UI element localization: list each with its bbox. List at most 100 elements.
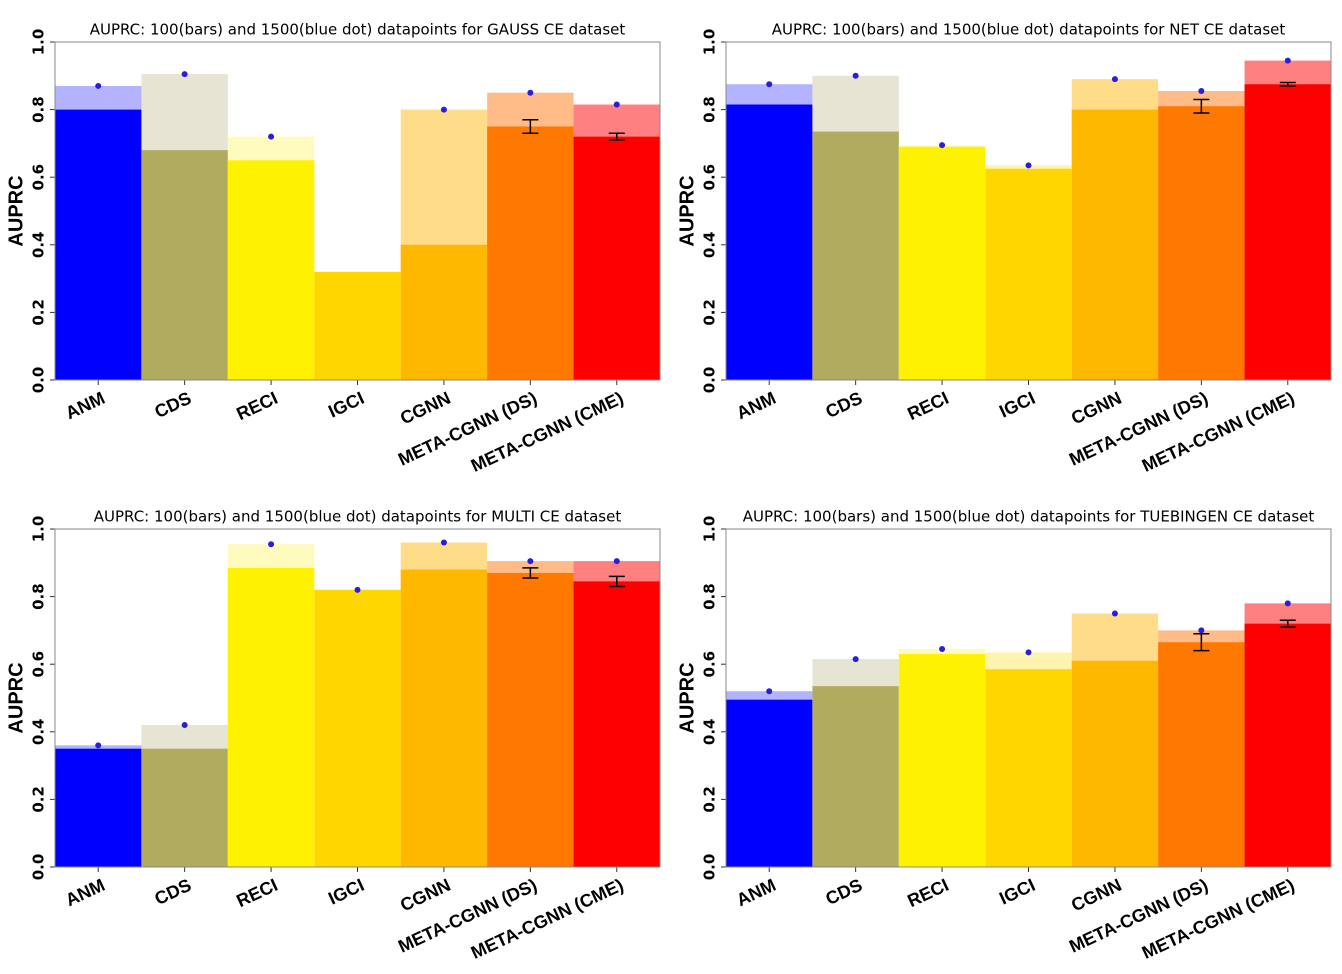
error-bar <box>1193 98 1210 114</box>
y-tick-label: 1.0 <box>30 29 48 56</box>
dot-1500 <box>181 71 188 78</box>
x-tick-label: IGCI <box>996 875 1038 909</box>
dot-1500 <box>1198 627 1205 634</box>
y-tick-label: 0.4 <box>701 719 719 746</box>
dot-1500 <box>939 645 946 652</box>
y-tick-label: 1.0 <box>30 516 48 543</box>
x-tick-label: IGCI <box>325 388 367 422</box>
y-axis-label: AUPRC <box>676 662 698 733</box>
dot-1500 <box>852 656 859 663</box>
y-tick-label: 0.6 <box>701 164 719 191</box>
x-tick-label: RECI <box>904 388 951 424</box>
bar-100 <box>898 654 986 867</box>
bar-100 <box>985 168 1072 380</box>
chart-panel: AUPRC: 100(bars) and 1500(blue dot) data… <box>676 21 1332 476</box>
dot-1500 <box>95 742 102 749</box>
bar-100 <box>1071 109 1159 380</box>
dot-1500 <box>1111 610 1118 617</box>
x-tick-label: RECI <box>904 875 951 911</box>
chart-panel: AUPRC: 100(bars) and 1500(blue dot) data… <box>676 508 1332 963</box>
dot-1500 <box>1025 162 1032 169</box>
y-axis-label: AUPRC <box>5 175 27 246</box>
x-tick-label: CDS <box>822 875 865 909</box>
y-tick-label: 0.4 <box>701 232 719 259</box>
bar-100 <box>487 126 574 380</box>
error-bar <box>522 118 539 135</box>
bar-100 <box>812 686 899 867</box>
dot-1500 <box>95 82 102 89</box>
bar-100 <box>726 104 813 380</box>
bar-100 <box>1244 623 1331 867</box>
x-tick-label: CGNN <box>397 388 453 429</box>
dot-1500 <box>268 541 275 548</box>
y-tick-label: 0.0 <box>30 367 48 394</box>
y-tick-label: 0.2 <box>30 786 48 813</box>
bar-100 <box>314 589 401 867</box>
bar-100 <box>227 567 315 867</box>
y-axis-label: AUPRC <box>676 175 698 246</box>
x-tick-label: CGNN <box>1068 875 1124 916</box>
chart-title: AUPRC: 100(bars) and 1500(blue dot) data… <box>94 508 622 526</box>
x-tick-label: IGCI <box>996 388 1038 422</box>
bar-100 <box>487 572 574 867</box>
bar-100 <box>1071 660 1159 867</box>
bar-100 <box>1244 84 1331 380</box>
x-tick-label: ANM <box>62 388 108 423</box>
error-bar <box>522 567 539 579</box>
bar-100 <box>726 699 813 867</box>
x-tick-label: ANM <box>733 875 779 910</box>
x-tick-label: META-CGNN (CME) <box>468 875 627 963</box>
x-tick-label: CGNN <box>1068 388 1124 429</box>
bar-100 <box>1158 642 1245 867</box>
x-tick-label: CDS <box>151 875 194 909</box>
dot-1500 <box>440 539 447 546</box>
dot-1500 <box>440 106 447 113</box>
dot-1500 <box>354 586 361 593</box>
bar-100 <box>141 150 228 380</box>
x-tick-label: META-CGNN (CME) <box>1139 388 1298 476</box>
bar-100 <box>55 748 142 867</box>
dot-1500 <box>613 558 620 565</box>
dot-1500 <box>181 722 188 729</box>
y-tick-label: 0.8 <box>701 96 719 123</box>
y-tick-label: 0.8 <box>701 583 719 610</box>
bar-100 <box>55 109 142 380</box>
x-tick-label: IGCI <box>325 875 367 909</box>
dot-1500 <box>613 101 620 108</box>
y-tick-label: 0.0 <box>701 367 719 394</box>
y-tick-label: 1.0 <box>701 516 719 543</box>
plot-frame <box>54 41 661 381</box>
y-tick-label: 0.6 <box>30 651 48 678</box>
bar-100 <box>812 131 899 380</box>
bar-100 <box>141 748 228 867</box>
error-bar <box>1193 633 1210 652</box>
y-tick-label: 0.0 <box>30 854 48 881</box>
y-tick-label: 1.0 <box>701 29 719 56</box>
bar-100 <box>573 136 660 380</box>
x-tick-label: ANM <box>733 388 779 423</box>
bar-100 <box>227 160 315 380</box>
chart-panel: AUPRC: 100(bars) and 1500(blue dot) data… <box>5 21 661 476</box>
dot-1500 <box>766 688 773 695</box>
error-bar <box>1279 81 1296 87</box>
y-tick-label: 0.2 <box>30 299 48 326</box>
plot-frame <box>725 528 1332 868</box>
bar-100 <box>400 569 488 867</box>
dot-1500 <box>527 558 534 565</box>
error-bar <box>608 575 625 588</box>
dot-1500 <box>939 142 946 149</box>
y-tick-label: 0.6 <box>30 164 48 191</box>
dot-1500 <box>527 89 534 96</box>
x-tick-label: CDS <box>822 388 865 422</box>
y-tick-label: 0.6 <box>701 651 719 678</box>
plot-frame <box>54 528 661 868</box>
chart-title: AUPRC: 100(bars) and 1500(blue dot) data… <box>90 21 626 39</box>
dot-1500 <box>1284 600 1291 607</box>
bar-100 <box>1158 106 1245 380</box>
x-tick-label: CDS <box>151 388 194 422</box>
x-tick-label: RECI <box>233 875 280 911</box>
chart-title: AUPRC: 100(bars) and 1500(blue dot) data… <box>772 21 1286 39</box>
chart-title: AUPRC: 100(bars) and 1500(blue dot) data… <box>743 508 1315 526</box>
x-tick-label: ANM <box>62 875 108 910</box>
